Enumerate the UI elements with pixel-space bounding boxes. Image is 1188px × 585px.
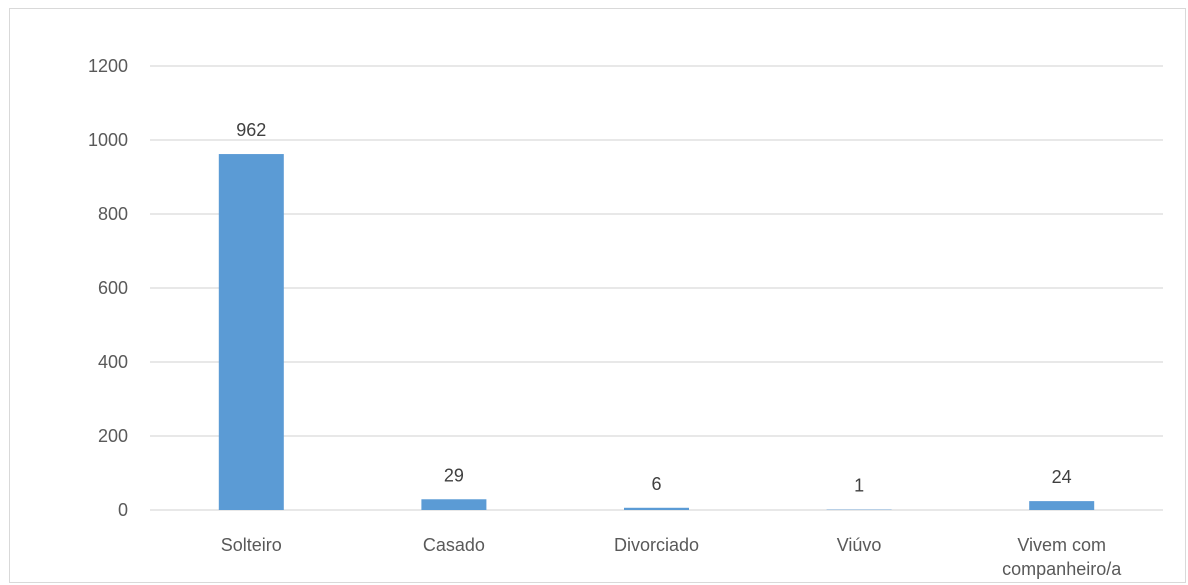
x-tick-label: Casado [423,535,485,555]
y-tick-label: 600 [98,278,128,298]
y-tick-label: 1200 [88,56,128,76]
y-axis-tick-labels: 0 200 400 600 800 1000 1200 [88,56,128,520]
bar-1 [218,154,284,510]
data-label: 29 [444,465,464,485]
y-tick-label: 200 [98,426,128,446]
data-label: 6 [651,474,661,494]
x-axis-tick-labels: Solteiro Casado Divorciado Viúvo Vivem com co… [221,535,1122,579]
data-label: 1 [854,476,864,496]
bar-3 [624,507,689,510]
bars [218,154,1095,510]
data-labels: 962 29 6 1 24 [236,120,1071,496]
x-tick-label: Solteiro [221,535,282,555]
bar-2 [421,499,487,510]
gridlines [150,65,1163,511]
x-tick-label: Divorciado [614,535,699,555]
bar-5 [1029,501,1095,510]
data-label: 962 [236,120,266,140]
y-tick-label: 0 [118,500,128,520]
y-tick-label: 400 [98,352,128,372]
x-tick-label: Viúvo [837,535,882,555]
data-label: 24 [1052,467,1072,487]
y-tick-label: 800 [98,204,128,224]
chart-frame [9,8,1186,583]
x-tick-label: Vivem com companheiro/a [1002,535,1122,579]
y-tick-label: 1000 [88,130,128,150]
